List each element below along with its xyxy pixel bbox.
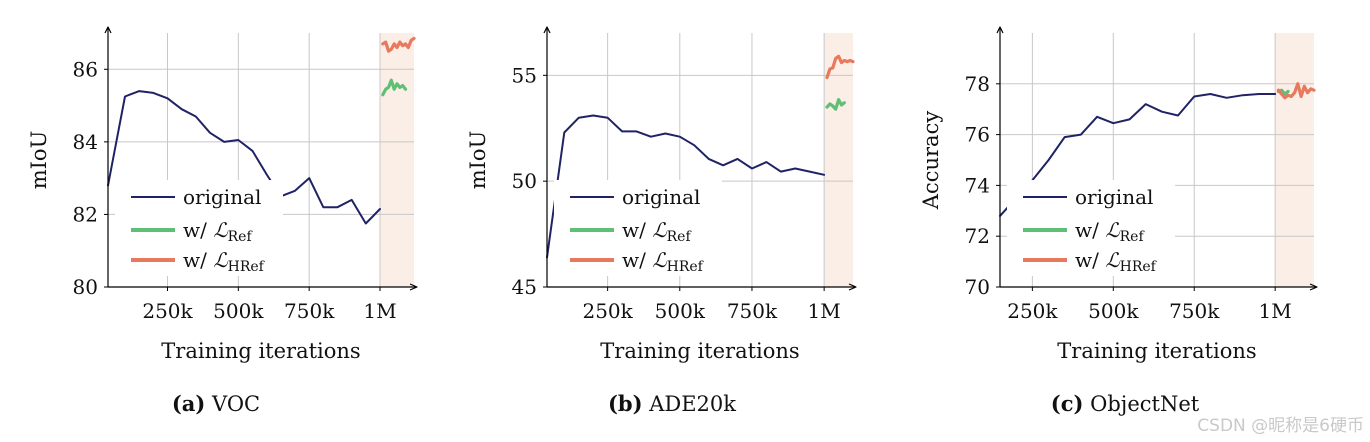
x-tick-label: 1M xyxy=(1259,299,1292,323)
y-tick-label: 84 xyxy=(73,130,98,154)
series-line-href xyxy=(825,54,855,80)
legend: original w/ ℒRef w/ ℒHRef xyxy=(1007,180,1175,276)
x-tick-label: 750k xyxy=(1169,299,1220,323)
shade-region xyxy=(380,33,414,287)
legend-label-href: w/ ℒHRef xyxy=(622,248,705,275)
legend: original w/ ℒRef w/ ℒHRef xyxy=(115,180,283,276)
x-axis-arrow xyxy=(848,283,857,291)
axes xyxy=(996,26,1318,291)
y-tick-label: 72 xyxy=(965,224,990,248)
legend-label-original: original xyxy=(183,185,261,209)
y-axis-label: mIoU xyxy=(466,131,490,190)
y-tick-label: 86 xyxy=(73,57,98,81)
series-line-href xyxy=(1276,82,1316,100)
x-axis-arrow xyxy=(1309,283,1318,291)
y-tick-label: 70 xyxy=(965,275,990,299)
series-line-original xyxy=(546,114,826,259)
x-tick-label: 250k xyxy=(582,299,633,323)
y-tick-label: 78 xyxy=(965,72,990,96)
legend-label-href: w/ ℒHRef xyxy=(183,248,266,275)
axes xyxy=(104,26,418,291)
panel-caption: (a) VOC xyxy=(172,391,260,416)
series-line-href xyxy=(381,36,416,53)
x-tick-label: 250k xyxy=(142,299,193,323)
y-tick-label: 45 xyxy=(512,275,537,299)
watermark: CSDN @昵称是6硬币 xyxy=(1197,416,1364,436)
legend: original w/ ℒRef w/ ℒHRef xyxy=(554,180,722,276)
y-axis-arrow xyxy=(543,26,551,34)
y-axis-arrow xyxy=(996,26,1004,34)
shade-region xyxy=(1275,33,1314,287)
x-tick-label: 500k xyxy=(213,299,264,323)
x-axis-label: Training iterations xyxy=(600,339,799,363)
series-line-original xyxy=(999,93,1277,217)
x-axis-label: Training iterations xyxy=(1057,339,1256,363)
x-axis-arrow xyxy=(409,283,418,291)
legend-label-ref: w/ ℒRef xyxy=(1075,218,1145,245)
series-line-ref xyxy=(381,78,408,97)
panel-caption: (b) ADE20k xyxy=(608,391,736,416)
panel-caption: (c) ObjectNet xyxy=(1051,391,1200,416)
axes xyxy=(543,26,857,291)
x-tick-label: 750k xyxy=(727,299,778,323)
y-tick-label: 76 xyxy=(965,123,990,147)
y-tick-label: 50 xyxy=(512,169,537,193)
y-tick-label: 82 xyxy=(73,202,98,226)
y-axis-label: Accuracy xyxy=(919,111,943,211)
x-axis-label: Training iterations xyxy=(161,339,360,363)
y-tick-label: 55 xyxy=(512,63,537,87)
y-axis-arrow xyxy=(104,26,112,34)
x-tick-label: 250k xyxy=(1007,299,1058,323)
legend-label-href: w/ ℒHRef xyxy=(1075,248,1158,275)
series-line-ref xyxy=(825,98,846,111)
series-line-original xyxy=(107,90,381,225)
y-tick-label: 80 xyxy=(73,275,98,299)
chart-panel-2: 45 50 55 250k 500k 750k 1M Training iterations m… xyxy=(466,26,857,416)
legend-label-ref: w/ ℒRef xyxy=(183,218,253,245)
legend-label-original: original xyxy=(1075,185,1153,209)
x-tick-label: 1M xyxy=(363,299,396,323)
x-tick-label: 500k xyxy=(1088,299,1139,323)
x-tick-label: 750k xyxy=(284,299,335,323)
y-tick-label: 74 xyxy=(965,173,990,197)
y-axis-label: mIoU xyxy=(27,131,51,190)
x-tick-label: 1M xyxy=(808,299,841,323)
legend-label-original: original xyxy=(622,185,700,209)
legend-label-ref: w/ ℒRef xyxy=(622,218,692,245)
x-tick-label: 500k xyxy=(655,299,706,323)
